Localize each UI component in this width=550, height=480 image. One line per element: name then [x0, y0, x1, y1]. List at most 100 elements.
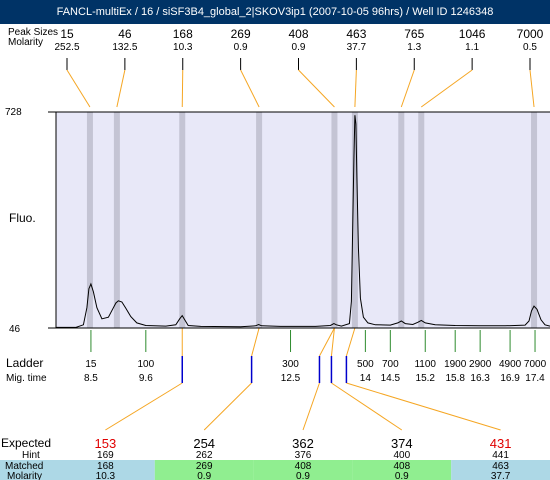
hint-value: 441 [492, 450, 509, 461]
y-tick-46: 46 [9, 324, 21, 335]
peak-molarity-label: 132.5 [112, 42, 137, 53]
expected-value: 374 [391, 436, 413, 451]
matched-cell [154, 460, 254, 480]
expected-value: 153 [95, 436, 117, 451]
ladder-size-label: 7000 [524, 359, 547, 370]
peak-band-408 [331, 112, 338, 328]
peak-size-label: 1046 [459, 27, 486, 41]
leader-lines [66, 58, 535, 431]
peak-band-15 [86, 112, 93, 328]
peak-sizes-row-label: Peak Sizes [8, 27, 58, 38]
peak-band-463 [351, 112, 358, 328]
peak-labels: 15252.546132.516810.32690.94080.946337.7… [54, 27, 543, 53]
hint-value: 400 [393, 450, 410, 461]
expected-leader-374 [331, 382, 403, 431]
ladder-time-label: 12.5 [281, 373, 301, 384]
expected-leader-362 [302, 382, 320, 431]
ladder-time-label: 9.6 [139, 373, 153, 384]
matched-value: 408 [393, 461, 410, 472]
hint-value: 169 [97, 450, 114, 461]
peak-leader-269 [240, 69, 260, 108]
ladder-row-label: Ladder [6, 356, 43, 370]
ladder-time-label: 8.5 [84, 373, 98, 384]
peak-size-label: 7000 [517, 27, 544, 41]
matched-value: 408 [295, 461, 312, 472]
peak-leader-408 [298, 69, 335, 108]
peak-leader-1046 [420, 69, 473, 108]
plot-area [56, 112, 550, 328]
peak-band-7000 [531, 112, 538, 328]
expected-value: 431 [490, 436, 512, 451]
expected-value: 362 [292, 436, 314, 451]
match-leader-374 [330, 327, 335, 357]
matched-molarity-value: 37.7 [491, 471, 511, 480]
ladder-size-label: 15 [85, 359, 97, 370]
peak-molarity-label: 1.3 [407, 42, 421, 53]
match-leader-362 [319, 327, 335, 357]
matched-cell [451, 460, 550, 480]
matched-molarity-value: 0.9 [296, 471, 310, 480]
peak-size-label: 463 [346, 27, 366, 41]
expected-leader-254 [203, 382, 252, 431]
peak-band-168 [179, 112, 186, 328]
peak-band-269 [256, 112, 263, 328]
peak-size-label: 168 [173, 27, 193, 41]
matched-row-label: Matched [5, 461, 43, 472]
molarity-row-label: Molarity [8, 37, 43, 48]
peak-size-label: 15 [60, 27, 74, 41]
peak-leader-7000 [529, 69, 535, 108]
peak-molarity-label: 1.1 [465, 42, 479, 53]
peak-size-label: 408 [288, 27, 308, 41]
matched-cell [253, 460, 353, 480]
ladder-time-label: 14 [360, 373, 372, 384]
peak-band-765 [398, 112, 405, 328]
ladder-time-label: 15.2 [416, 373, 436, 384]
expected-table: 15316916810.32542622690.93623764080.9374… [56, 436, 550, 480]
fluorescence-trace [56, 115, 550, 328]
peak-molarity-label: 0.5 [523, 42, 537, 53]
migtime-row-label: Mig. time [6, 373, 47, 384]
peak-band-46 [113, 112, 120, 328]
bottom-molarity-row-label: Molarity [7, 471, 42, 480]
hint-value: 262 [196, 450, 213, 461]
ladder-time-label: 17.4 [525, 373, 545, 384]
peak-leader-46 [116, 69, 126, 108]
peak-size-label: 269 [231, 27, 251, 41]
peak-molarity-label: 252.5 [54, 42, 79, 53]
expected-leader-153 [105, 382, 183, 431]
hint-value: 376 [295, 450, 312, 461]
ladder-size-label: 100 [137, 359, 154, 370]
peak-size-label: 46 [118, 27, 132, 41]
matched-cell [352, 460, 452, 480]
ladder-size-label: 500 [357, 359, 374, 370]
y-tick-728: 728 [5, 107, 22, 118]
ladder-size-label: 300 [282, 359, 299, 370]
ladder-time-label: 16.9 [500, 373, 520, 384]
peak-molarity-label: 37.7 [347, 42, 367, 53]
window-title: FANCL-multiEx / 16 / siSF3B4_global_2|SK… [0, 0, 550, 24]
matched-molarity-value: 10.3 [96, 471, 116, 480]
trace-group [56, 115, 550, 328]
peak-leader-765 [400, 69, 415, 108]
y-axis-label: Fluo. [9, 211, 36, 225]
matched-row-cell-label [0, 460, 56, 480]
peak-band-layer [86, 112, 538, 328]
matched-value: 269 [196, 461, 213, 472]
expected-row-label: Expected [1, 436, 51, 450]
ladder-size-label: 1900 [444, 359, 467, 370]
ladder-size-label: 700 [382, 359, 399, 370]
matched-molarity-value: 0.9 [197, 471, 211, 480]
peak-molarity-label: 10.3 [173, 42, 193, 53]
ladder-size-label: 2900 [469, 359, 492, 370]
ladder-size-label: 4900 [499, 359, 522, 370]
peak-leader-168 [181, 69, 184, 108]
ladder-labels: 15 8.5 100 9.6 300 12.5 500 14 700 14.5 1100 15.2 19… [84, 330, 547, 384]
ladder-time-label: 14.5 [381, 373, 401, 384]
ladder-time-label: 16.3 [470, 373, 490, 384]
peak-size-label: 765 [404, 27, 424, 41]
peak-band-1046 [418, 112, 425, 328]
matched-value: 168 [97, 461, 114, 472]
ladder-size-label: 1100 [414, 359, 436, 370]
hint-row-label: Hint [22, 450, 40, 461]
